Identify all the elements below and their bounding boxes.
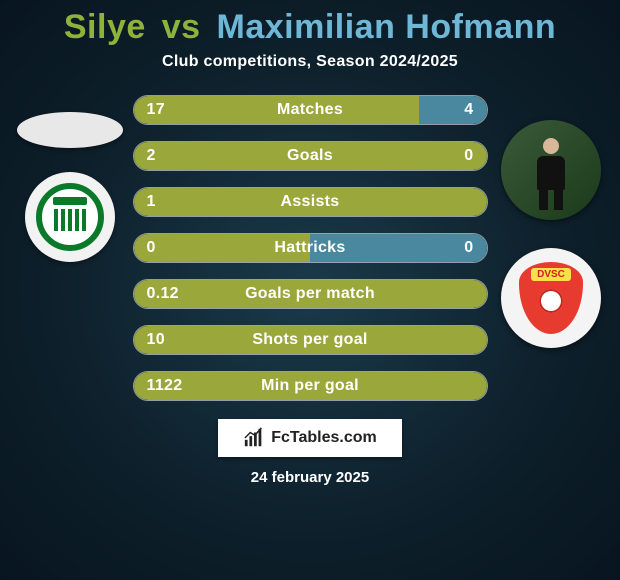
comparison-title: Silye vs Maximilian Hofmann [0,8,620,47]
chart-icon [243,427,265,449]
stat-label: Goals per match [245,285,375,303]
stat-value-left: 17 [147,101,165,119]
stat-value-left: 0 [147,239,156,257]
player1-name: Silye [64,8,146,46]
season-subtitle: Club competitions, Season 2024/2025 [0,53,620,71]
player2-name: Maximilian Hofmann [217,8,557,46]
stat-value-right: 0 [464,147,473,165]
stat-value-left: 2 [147,147,156,165]
stat-label: Matches [277,101,343,119]
stat-label: Goals [287,147,333,165]
stat-row: 10 Shots per goal [133,325,488,355]
stats-bars: 17 Matches 4 2 Goals 0 1 Assists 0 Hattricks 0 0.12… [0,95,620,401]
stat-label: Shots per goal [252,331,367,349]
stat-row: 1122 Min per goal [133,371,488,401]
footer-date: 24 february 2025 [0,469,620,486]
stat-row: 0 Hattricks 0 [133,233,488,263]
stat-row: 0.12 Goals per match [133,279,488,309]
stat-row: 2 Goals 0 [133,141,488,171]
vs-text: vs [162,8,201,46]
stat-label: Min per goal [261,377,359,395]
bar-right [419,96,486,124]
stat-label: Hattricks [274,239,345,257]
stat-row: 1 Assists [133,187,488,217]
stat-value-right: 4 [464,101,473,119]
brand-box: FcTables.com [218,419,402,457]
stat-value-left: 10 [147,331,165,349]
brand-text: FcTables.com [271,429,377,447]
stat-value-right: 0 [464,239,473,257]
stat-value-left: 1122 [147,377,183,395]
stat-row: 17 Matches 4 [133,95,488,125]
stat-value-left: 0.12 [147,285,179,303]
stat-value-left: 1 [147,193,156,211]
stat-label: Assists [280,193,339,211]
